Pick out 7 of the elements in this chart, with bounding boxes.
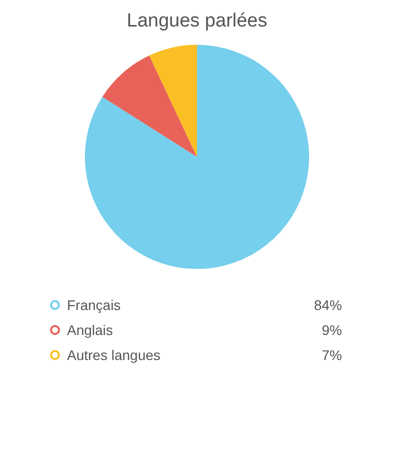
legend-label: Autres langues [67,346,162,362]
legend-label: Français [67,296,122,312]
data-label: 84% [314,296,342,312]
data-label: 7% [322,346,342,362]
legend-label: Anglais [67,322,114,338]
data-label: 9% [322,322,342,338]
chart-title: Langues parlées [126,10,268,32]
